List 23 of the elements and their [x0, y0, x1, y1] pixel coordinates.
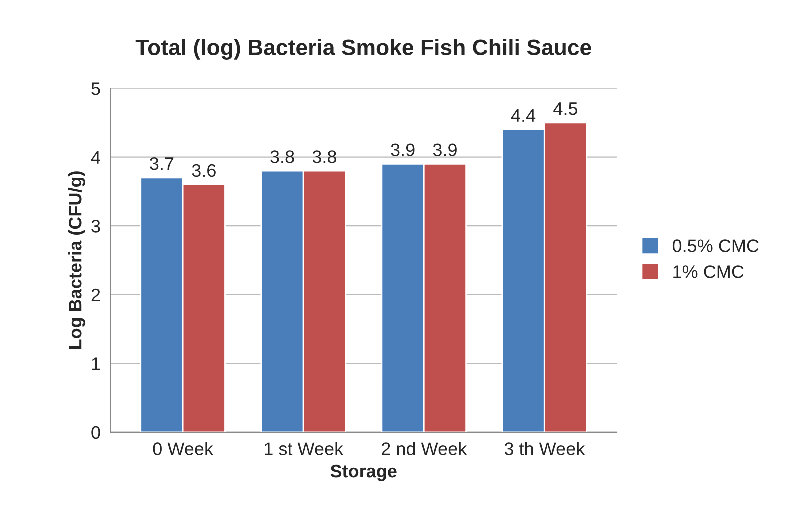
y-tick-label: 4	[91, 151, 100, 164]
data-label: 3.9	[391, 144, 415, 156]
y-tick-label: 0	[92, 426, 100, 440]
data-label: 4.5	[554, 102, 578, 116]
y-tick-label: 3	[92, 220, 100, 233]
x-tick-label: 3 th Week	[504, 442, 586, 456]
data-label: 4.4	[511, 110, 536, 122]
y-tick-label: 1	[92, 358, 100, 370]
x-axis-title: Storage	[330, 464, 397, 482]
chart-title: Total (log) Bacteria Smoke Fish Chili Sauce	[136, 39, 592, 60]
x-tick-label: 0 Week	[153, 442, 214, 456]
y-axis-title: Log Bacteria (CFU/g)	[68, 172, 86, 350]
x-tick-label: 2 nd Week	[382, 442, 468, 456]
y-tick-label: 2	[92, 288, 100, 302]
legend-label: 0.5% CMC	[672, 240, 759, 252]
data-label: 3.7	[150, 157, 174, 170]
legend-label: 1% CMC	[674, 266, 744, 278]
data-label: 3.6	[192, 164, 216, 178]
x-tick-label: 1 st Week	[264, 442, 344, 456]
data-label: 3.9	[433, 144, 457, 156]
data-label: 3.8	[270, 150, 294, 164]
y-tick-label: 5	[92, 82, 100, 96]
data-label: 3.8	[312, 150, 336, 164]
